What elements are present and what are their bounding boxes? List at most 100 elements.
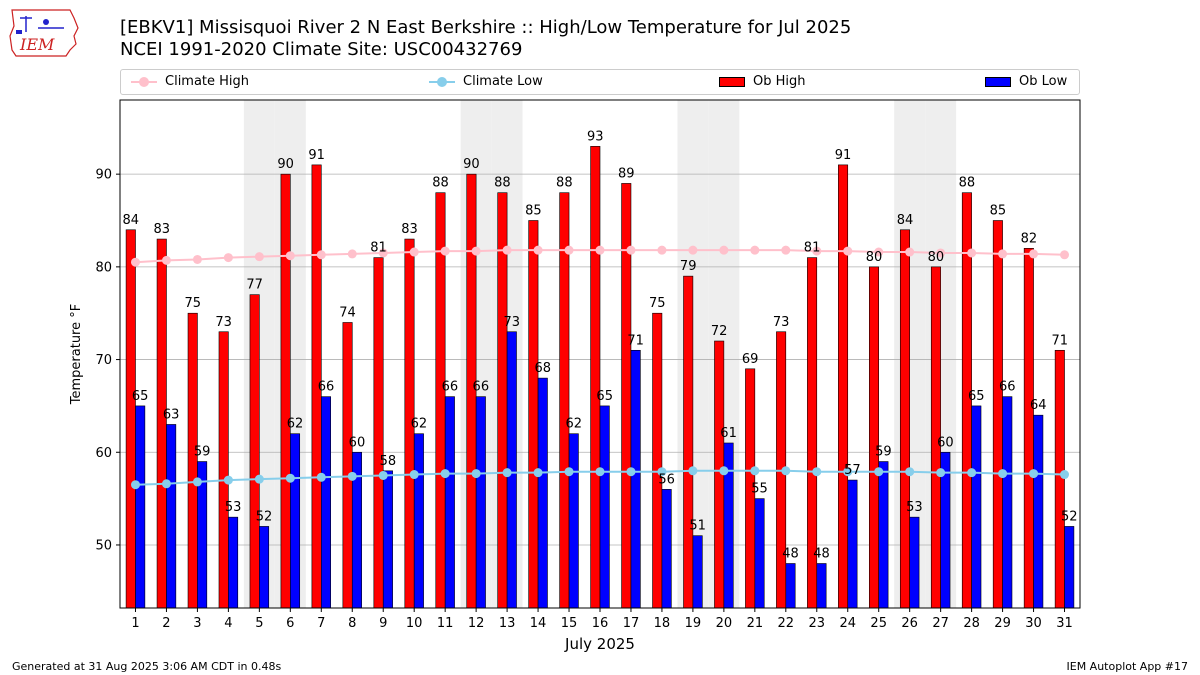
x-tick-label-1: 1 <box>131 616 139 631</box>
x-tick-label-7: 7 <box>317 616 325 631</box>
ob-high-label-15: 88 <box>556 176 573 191</box>
climate-high-point-5 <box>254 252 264 262</box>
ob-high-bar-3 <box>187 312 198 609</box>
climate-high-point-9 <box>378 248 388 258</box>
ob-low-label-17: 71 <box>627 333 644 348</box>
climate-high-point-4 <box>223 253 233 263</box>
legend-label-climate-low: Climate Low <box>463 74 543 89</box>
ob-low-label-4: 53 <box>225 500 242 515</box>
ob-low-label-23: 48 <box>813 547 830 562</box>
climate-high-point-7 <box>316 250 326 260</box>
climate-low-point-16 <box>595 467 605 477</box>
climate-low-point-12 <box>471 469 481 479</box>
ob-high-bar-11 <box>435 192 446 609</box>
ob-low-bar-16 <box>599 405 610 609</box>
ob-high-label-17: 89 <box>618 166 635 181</box>
climate-high-point-20 <box>719 245 729 255</box>
y-tick-label-70: 70 <box>95 353 112 368</box>
ob-low-bar-3 <box>197 461 208 609</box>
legend-label-ob-high: Ob High <box>753 74 806 89</box>
x-tick-label-12: 12 <box>468 616 485 631</box>
x-tick-label-13: 13 <box>499 616 516 631</box>
ob-high-label-12: 90 <box>463 157 480 172</box>
climate-low-point-25 <box>874 467 884 477</box>
ob-low-bar-5 <box>259 526 270 609</box>
climate-low-point-22 <box>781 466 791 476</box>
x-tick-label-4: 4 <box>224 616 232 631</box>
x-tick-label-9: 9 <box>379 616 387 631</box>
ob-low-bar-23 <box>816 563 827 609</box>
ob-low-label-27: 60 <box>937 435 954 450</box>
climate-high-point-25 <box>874 247 884 257</box>
ob-low-label-21: 55 <box>751 482 768 497</box>
ob-low-bar-12 <box>475 396 486 609</box>
ob-low-bar-4 <box>228 516 239 609</box>
generated-timestamp: Generated at 31 Aug 2025 3:06 AM CDT in … <box>12 660 282 673</box>
ob-low-label-8: 60 <box>349 435 366 450</box>
plot-frame <box>119 99 1081 609</box>
ob-high-bar-25 <box>869 266 880 609</box>
weekend-shade-day-27 <box>925 100 957 608</box>
climate-low-point-19 <box>688 466 698 476</box>
ob-high-bar-2 <box>156 238 167 609</box>
ob-low-bar-9 <box>382 470 393 609</box>
climate-low-point-27 <box>936 468 946 478</box>
weekend-shade-day-12 <box>460 100 492 608</box>
ob-high-label-22: 73 <box>773 315 790 330</box>
ob-high-bar-29 <box>992 220 1003 609</box>
climate-low-point-10 <box>409 470 419 480</box>
bars <box>125 146 1075 609</box>
chart-title: [EBKV1] Missisquoi River 2 N East Berksh… <box>120 17 852 38</box>
ob-high-label-2: 83 <box>153 222 170 237</box>
ob-high-bar-6 <box>280 173 291 609</box>
y-axis-label: Temperature °F <box>69 304 84 405</box>
ob-low-label-15: 62 <box>565 417 582 432</box>
ob-low-label-19: 51 <box>689 519 706 534</box>
climate-low-point-21 <box>750 466 760 476</box>
climate-high-point-23 <box>812 246 822 256</box>
ob-low-label-9: 58 <box>380 454 397 469</box>
ob-high-label-6: 90 <box>277 157 294 172</box>
data-labels: 84 65 83 63 75 59 73 53 77 52 90 62 91 66 74 60 81 58 83 62… <box>123 129 1078 561</box>
climate-low-point-31 <box>1060 470 1070 480</box>
climate-high-point-31 <box>1060 250 1070 260</box>
iem-logo: IEM <box>9 9 79 57</box>
ob-low-label-14: 68 <box>534 361 551 376</box>
ob-low-label-30: 64 <box>1030 398 1047 413</box>
ob-high-label-5: 77 <box>246 278 263 293</box>
weekend-shade-day-20 <box>708 100 740 608</box>
ob-high-label-14: 85 <box>525 204 542 219</box>
x-tick-label-8: 8 <box>348 616 356 631</box>
climate-low-point-1 <box>130 480 140 490</box>
ob-low-bar-20 <box>723 442 734 609</box>
ob-high-label-4: 73 <box>215 315 232 330</box>
ob-low-label-20: 61 <box>720 426 737 441</box>
ob-low-bar-30 <box>1033 414 1044 609</box>
x-tick-label-18: 18 <box>654 616 671 631</box>
ob-low-label-2: 63 <box>163 407 180 422</box>
ob-low-label-13: 73 <box>504 315 521 330</box>
climate-low-point-6 <box>285 473 295 483</box>
ob-high-bar-13 <box>497 192 508 609</box>
ob-high-bar-1 <box>125 229 136 609</box>
ob-low-label-7: 66 <box>318 380 335 395</box>
ob-low-label-26: 53 <box>906 500 923 515</box>
ob-high-label-31: 71 <box>1052 333 1069 348</box>
ob-high-label-29: 85 <box>990 204 1007 219</box>
ob-high-bar-24 <box>838 164 849 609</box>
climate-low-point-14 <box>533 468 543 478</box>
ob-low-bar-22 <box>785 563 796 609</box>
ob-high-bar-30 <box>1023 248 1034 609</box>
ob-high-bar-9 <box>373 257 384 609</box>
x-tick-label-23: 23 <box>809 616 826 631</box>
x-tick-label-26: 26 <box>901 616 918 631</box>
ob-high-bar-21 <box>745 368 756 609</box>
ob-high-bar-15 <box>559 192 570 609</box>
climate-high-point-13 <box>502 245 512 255</box>
ob-low-bar-29 <box>1002 396 1013 609</box>
climate-high-point-27 <box>936 248 946 258</box>
ob-low-bar-8 <box>351 451 362 609</box>
weekend-shade-day-26 <box>894 100 926 608</box>
ob-low-label-22: 48 <box>782 547 799 562</box>
climate-low-point-11 <box>440 469 450 479</box>
